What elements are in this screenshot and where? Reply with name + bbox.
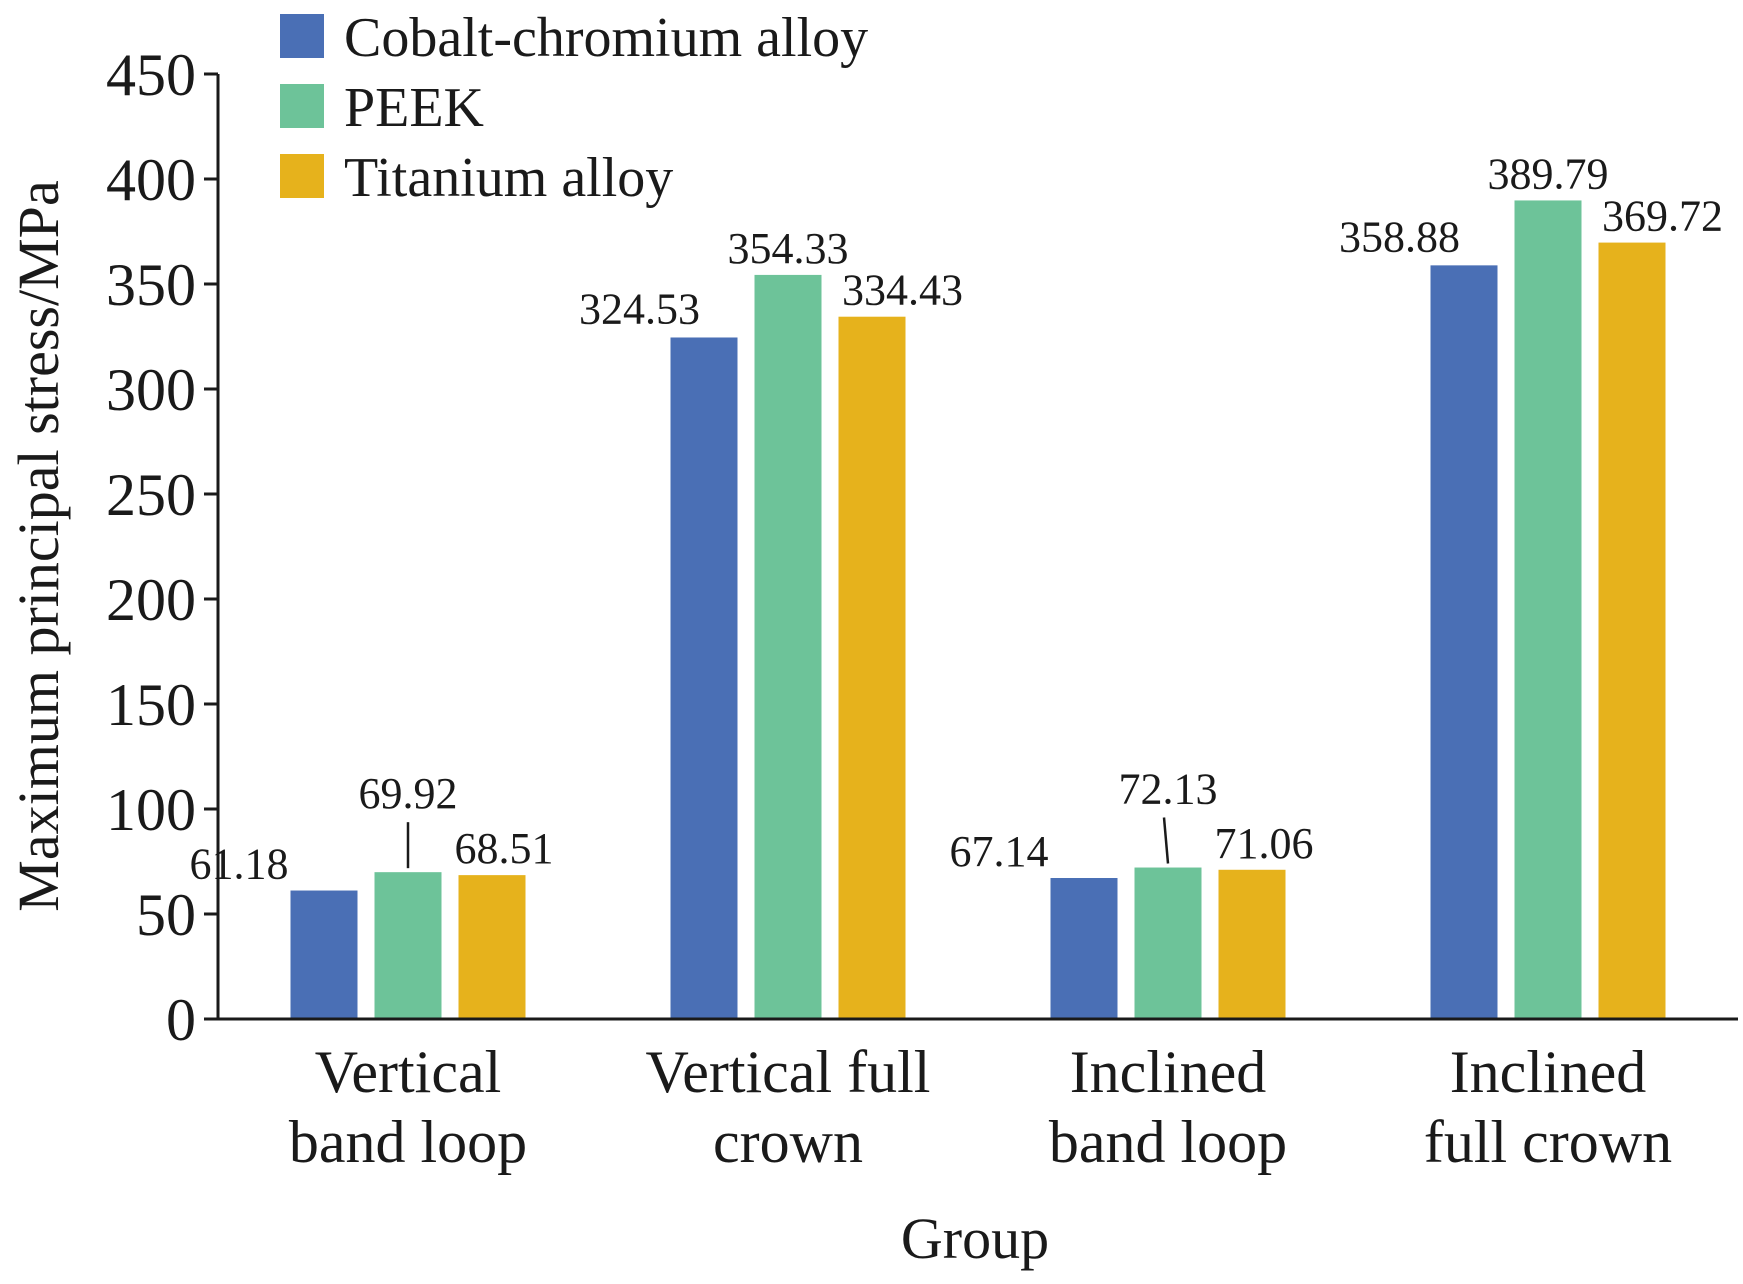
bar-cobalt-chromium-2 — [1050, 878, 1118, 1019]
legend-swatch-peek — [280, 84, 324, 128]
category-label-3-line-1: full crown — [1424, 1109, 1672, 1175]
legend: Cobalt-chromium alloy PEEK Titanium allo… — [280, 7, 868, 209]
bar-peek-1 — [754, 274, 822, 1020]
data-label-cobalt-chromium-3: 358.88 — [1339, 212, 1460, 261]
y-tick-label: 350 — [106, 252, 196, 318]
legend-label-titanium: Titanium alloy — [344, 147, 673, 209]
data-label-peek-3: 389.79 — [1488, 149, 1609, 198]
legend-swatch-titanium — [280, 154, 324, 198]
y-tick-label: 200 — [106, 567, 196, 633]
bars — [290, 200, 1666, 1020]
legend-swatch-cobalt-chromium — [280, 14, 324, 58]
bar-peek-0 — [374, 872, 442, 1019]
data-label-titanium-1: 334.43 — [842, 266, 963, 315]
y-tick-label: 450 — [106, 42, 196, 108]
y-axis-title: Maximum principal stress/MPa — [6, 180, 71, 911]
category-label-0-line-1: band loop — [289, 1109, 527, 1175]
y-tick-label: 250 — [106, 462, 196, 528]
bar-titanium-3 — [1598, 242, 1666, 1019]
data-label-titanium-3: 369.72 — [1602, 192, 1723, 241]
data-label-peek-2: 72.13 — [1119, 765, 1218, 814]
bar-cobalt-chromium-1 — [670, 337, 738, 1019]
y-axis-ticks: 0 50 100 150 200 250 300 350 400 450 — [106, 42, 218, 1053]
category-label-3-line-0: Inclined — [1450, 1039, 1647, 1105]
category-label-2-line-0: Inclined — [1070, 1039, 1267, 1105]
legend-label-cobalt-chromium: Cobalt-chromium alloy — [344, 7, 868, 69]
y-tick-label: 300 — [106, 357, 196, 423]
y-tick-label: 0 — [166, 987, 196, 1053]
data-label-cobalt-chromium-2: 67.14 — [950, 827, 1049, 876]
category-label-0-line-0: Vertical — [315, 1039, 502, 1105]
bar-titanium-1 — [838, 316, 906, 1019]
category-label-1-line-0: Vertical full — [646, 1039, 931, 1105]
data-label-cobalt-chromium-1: 324.53 — [579, 284, 700, 333]
category-label-1-line-1: crown — [713, 1109, 863, 1175]
y-tick-label: 150 — [106, 672, 196, 738]
category-label-2-line-1: band loop — [1049, 1109, 1287, 1175]
y-tick-label: 100 — [106, 777, 196, 843]
data-label-peek-1: 354.33 — [728, 224, 849, 273]
data-label-peek-0: 69.92 — [359, 769, 458, 818]
bar-peek-2 — [1134, 867, 1202, 1019]
leader-line — [1162, 817, 1170, 864]
bar-titanium-2 — [1218, 869, 1286, 1019]
bar-titanium-0 — [458, 875, 526, 1019]
data-label-titanium-2: 71.06 — [1215, 819, 1314, 868]
bar-cobalt-chromium-3 — [1430, 265, 1498, 1019]
legend-label-peek: PEEK — [344, 77, 484, 139]
x-axis-title: Group — [901, 1206, 1049, 1271]
data-label-titanium-0: 68.51 — [455, 824, 554, 873]
data-label-cobalt-chromium-0: 61.18 — [190, 840, 289, 889]
bar-cobalt-chromium-0 — [290, 890, 358, 1019]
y-tick-label: 50 — [136, 882, 196, 948]
bar-peek-3 — [1514, 200, 1582, 1020]
y-tick-label: 400 — [106, 147, 196, 213]
